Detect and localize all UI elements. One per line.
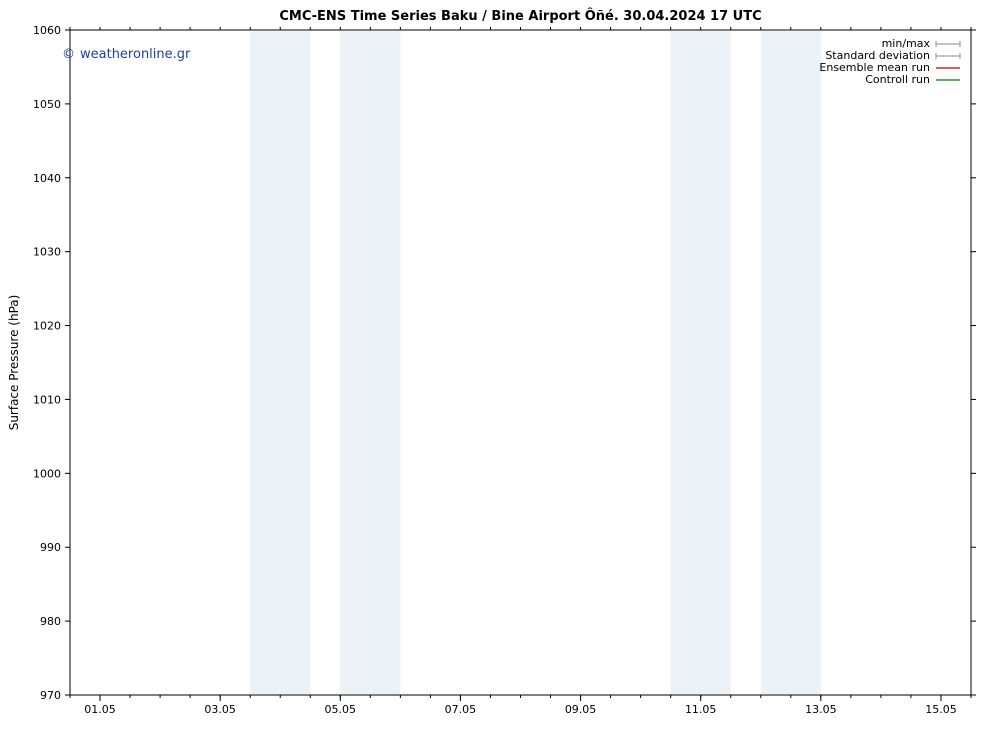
shaded-band bbox=[761, 31, 821, 694]
y-tick-label: 1010 bbox=[33, 393, 61, 406]
watermark-copyright: © bbox=[62, 47, 75, 62]
x-tick-label: 01.05 bbox=[84, 703, 116, 716]
watermark-link: weatheronline.gr bbox=[80, 47, 191, 62]
pressure-chart: 970 980 990 1000 1010 1020 1030 1040 1050 1060 Sur… bbox=[0, 0, 1000, 733]
y-tick-label: 1000 bbox=[33, 467, 61, 480]
y-axis-label: Surface Pressure (hPa) bbox=[7, 295, 21, 431]
x-tick-label: 07.05 bbox=[445, 703, 477, 716]
y-tick-label: 1060 bbox=[33, 24, 61, 37]
y-tick-label: 980 bbox=[40, 615, 61, 628]
x-tick-label: 13.05 bbox=[805, 703, 837, 716]
x-tick-label: 09.05 bbox=[565, 703, 597, 716]
y-tick-label: 1030 bbox=[33, 246, 61, 259]
y-tick-label: 1020 bbox=[33, 320, 61, 333]
shaded-band bbox=[340, 31, 400, 694]
y-tick-label: 1040 bbox=[33, 172, 61, 185]
x-tick-label: 15.05 bbox=[925, 703, 957, 716]
chart-title: CMC-ENS Time Series Baku / Bine Airport … bbox=[279, 8, 761, 24]
legend-label: Controll run bbox=[865, 73, 930, 86]
x-tick-label: 05.05 bbox=[325, 703, 357, 716]
y-tick-label: 990 bbox=[40, 541, 61, 554]
x-tick-label: 11.05 bbox=[685, 703, 717, 716]
x-tick-label: 03.05 bbox=[204, 703, 236, 716]
y-tick-label: 1050 bbox=[33, 98, 61, 111]
y-tick-label: 970 bbox=[40, 689, 61, 702]
shaded-band bbox=[250, 31, 310, 694]
shaded-band bbox=[671, 31, 731, 694]
